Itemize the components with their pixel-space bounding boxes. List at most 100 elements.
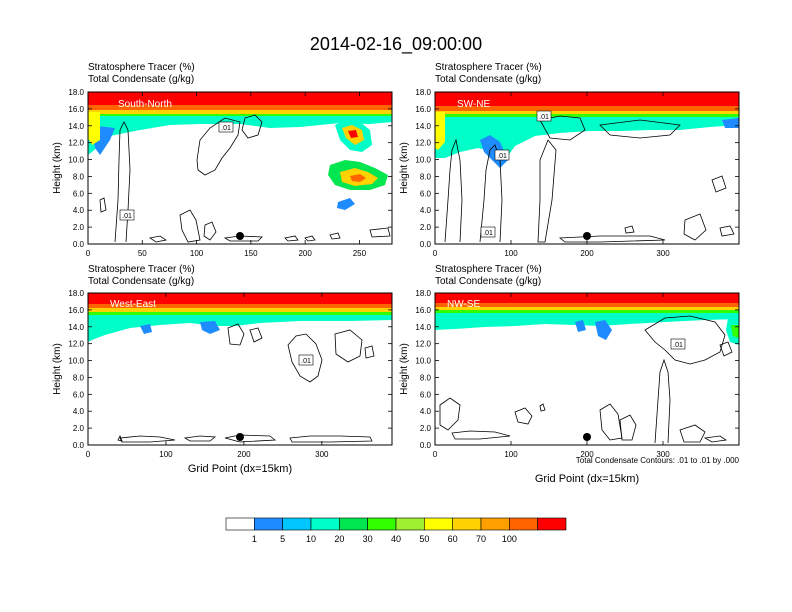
y-tick-label: 18.0 [415,289,431,298]
y-axis-label: Height (km) [399,343,410,395]
y-tick-label: 2.0 [73,424,85,433]
x-tick-label: 0 [433,450,438,459]
panel-annotation: South-North [118,99,172,110]
x-tick-label: 250 [353,249,367,258]
panel-west-east: Stratosphere Tracer (%) Total Condensate… [52,264,393,475]
y-tick-label: 16.0 [415,306,431,315]
x-tick-label: 200 [237,450,251,459]
y-tick-label: 16.0 [415,105,431,114]
panel-annotation: West-East [110,299,156,310]
y-tick-label: 8.0 [420,172,432,181]
x-tick-label: 0 [433,249,438,258]
colorbar-label: 70 [476,534,486,544]
colorbar-swatch [480,517,510,531]
x-tick-label: 300 [656,450,670,459]
y-tick-label: 4.0 [73,206,85,215]
y-tick-label: 6.0 [420,189,432,198]
colorbar: 1 5 10 20 30 40 50 60 70 100 [225,517,567,544]
y-axis-label: Height (km) [399,142,410,194]
location-marker [236,433,244,441]
y-tick-label: 14.0 [415,323,431,332]
y-tick-label: 18.0 [415,88,431,97]
location-marker [583,232,591,240]
contour-label: .01 [497,153,507,160]
colorbar-label: 1 [252,534,257,544]
y-tick-label: 10.0 [415,357,431,366]
panel-header-line2: Total Condensate (g/kg) [435,276,541,287]
colorbar-label: 5 [280,534,285,544]
y-tick-label: 2.0 [420,424,432,433]
x-tick-label: 100 [504,249,518,258]
x-axis: 0 50 100 150 200 250 [86,92,367,258]
contour-label-box [298,354,314,366]
plot-frame [87,91,393,245]
y-tick-label: 6.0 [420,390,432,399]
contour-label-box [218,121,234,133]
y-tick-label: 6.0 [73,390,85,399]
panel-annotation: NW-SE [447,299,480,310]
colorbar-swatch [395,517,425,531]
contour-label: .01 [483,230,493,237]
x-tick-label: 200 [298,249,312,258]
y-tick-label: 0.0 [73,240,85,249]
x-tick-label: 200 [580,249,594,258]
contour-label-box [670,338,686,350]
x-tick-label: 0 [86,249,91,258]
colorbar-label: 60 [448,534,458,544]
x-tick-label: 150 [244,249,258,258]
y-tick-label: 12.0 [415,139,431,148]
x-axis: 0 100 200 300 [433,92,670,258]
colorbar-swatch [452,517,482,531]
colorbar-swatch [424,517,453,531]
y-axis: 0.0 2.0 4.0 6.0 8.0 10.0 12.0 14.0 16.0 18.0 [68,289,392,450]
x-tick-label: 200 [580,450,594,459]
x-tick-label: 0 [86,450,91,459]
panel-nw-se: Stratosphere Tracer (%) Total Condensate… [399,264,740,485]
y-axis: 0.0 2.0 4.0 6.0 8.0 10.0 12.0 14.0 16.0 18.0 [415,88,739,249]
y-tick-label: 16.0 [68,306,84,315]
colorbar-label: 20 [334,534,344,544]
plot-frame [87,292,393,446]
contour-label-box [119,209,135,221]
panel-header-line1: Stratosphere Tracer (%) [435,62,542,73]
contour-label: .01 [122,213,132,220]
contour-label: .01 [539,114,549,121]
colorbar-label: 40 [391,534,401,544]
y-tick-label: 8.0 [73,172,85,181]
contour-label-box [480,226,496,238]
location-marker [583,433,591,441]
y-tick-label: 14.0 [415,122,431,131]
colorbar-label: 30 [363,534,373,544]
x-axis-label: Grid Point (dx=15km) [535,473,639,485]
y-tick-label: 10.0 [68,156,84,165]
x-axis: 0 100 200 300 [86,293,329,459]
panel-header-line2: Total Condensate (g/kg) [435,74,541,85]
tracer-field [88,92,392,244]
panel-sw-ne: Stratosphere Tracer (%) Total Condensate… [399,62,740,258]
panel-header-line1: Stratosphere Tracer (%) [88,264,195,275]
colorbar-swatch [509,517,538,531]
y-tick-label: 10.0 [68,357,84,366]
condensate-contours [99,114,391,243]
y-tick-label: 10.0 [415,156,431,165]
x-tick-label: 300 [656,249,670,258]
colorbar-swatch [537,517,567,531]
y-tick-label: 4.0 [420,206,432,215]
colorbar-label: 100 [502,534,517,544]
y-tick-label: 2.0 [73,223,85,232]
y-tick-label: 14.0 [68,323,84,332]
colorbar-swatch [367,517,397,531]
panel-annotation: SW-NE [457,99,490,110]
y-tick-label: 8.0 [73,373,85,382]
colorbar-label: 50 [419,534,429,544]
contour-label-box [494,149,510,161]
condensate-contours [117,323,375,443]
y-tick-label: 6.0 [73,189,85,198]
x-axis-label: Grid Point (dx=15km) [188,463,292,475]
contour-label: .01 [673,342,683,349]
figure-title: 2014-02-16_09:00:00 [310,34,482,55]
colorbar-label: 10 [306,534,316,544]
panel-header-line2: Total Condensate (g/kg) [88,276,194,287]
contour-label: .01 [221,125,231,132]
